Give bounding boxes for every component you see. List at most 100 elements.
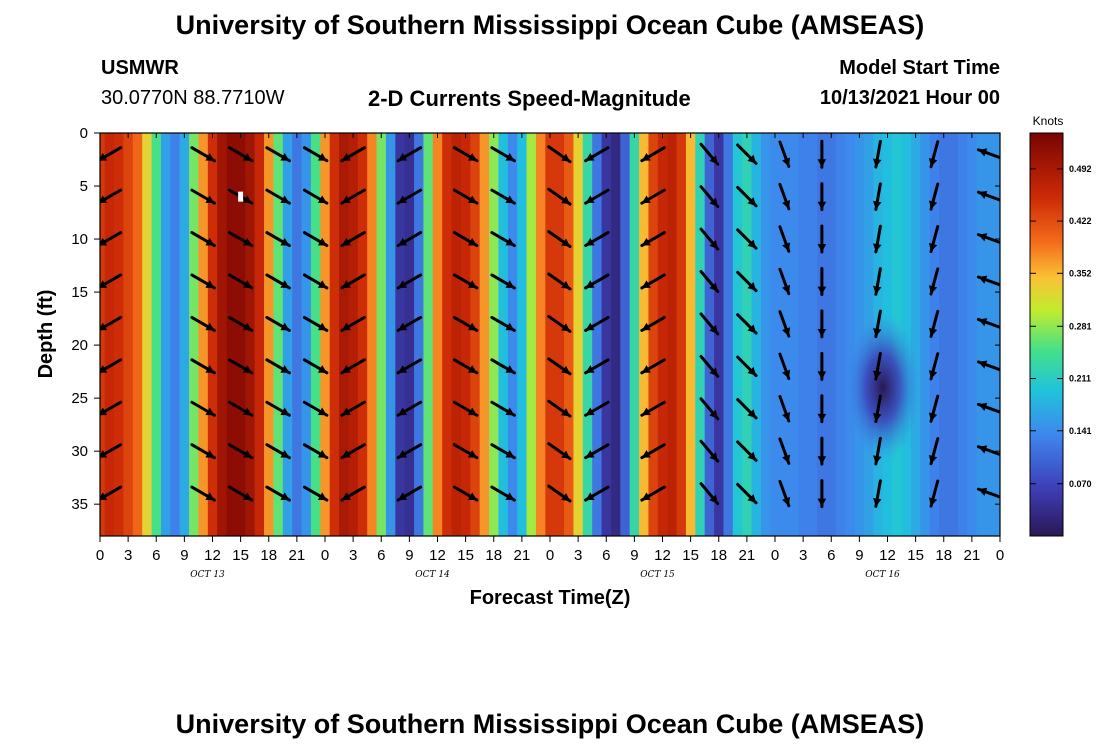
current-vector <box>928 224 940 254</box>
heat-column <box>245 133 256 536</box>
current-vector <box>640 443 666 460</box>
current-vector <box>302 231 329 248</box>
colorbar-tick-label: 0.211 <box>1069 374 1091 384</box>
heat-column <box>798 133 809 536</box>
x-tick-label: 6 <box>602 547 610 564</box>
current-vector <box>547 314 572 333</box>
heat-column <box>357 133 368 536</box>
heat-column <box>629 133 640 536</box>
x-tick-label: 6 <box>377 547 385 564</box>
colorbar-units: Knots <box>1033 114 1064 128</box>
x-tick-label: 18 <box>710 547 727 564</box>
current-vector <box>227 273 254 290</box>
current-vector <box>872 352 882 381</box>
heat-column <box>339 133 350 536</box>
current-vector <box>396 358 423 375</box>
heat-column <box>310 133 321 536</box>
heat-column <box>704 133 715 536</box>
heat-column <box>742 133 753 536</box>
heat-column <box>104 133 115 536</box>
x-tick-label: 15 <box>457 547 474 564</box>
current-vector <box>976 487 1000 499</box>
x-tick-label: 15 <box>232 547 249 564</box>
current-vector <box>976 445 1000 457</box>
current-vector <box>817 436 827 466</box>
x-tick-label: 0 <box>771 547 779 564</box>
heat-column <box>254 133 265 536</box>
current-vector <box>736 143 758 165</box>
heat-column <box>451 133 462 536</box>
current-vector <box>190 485 216 502</box>
current-vector <box>340 146 366 163</box>
current-vector <box>699 185 720 209</box>
current-vector <box>100 443 123 459</box>
colorbar-tick-label: 0.141 <box>1069 426 1092 436</box>
colorbar <box>1029 132 1064 537</box>
current-vector <box>190 146 216 163</box>
heat-column <box>442 133 453 536</box>
current-vector <box>872 479 882 508</box>
current-vector <box>265 315 291 332</box>
current-vector <box>265 231 291 248</box>
current-vector <box>190 273 216 290</box>
current-vector <box>778 395 791 423</box>
y-tick-label: 25 <box>71 390 88 407</box>
current-vector <box>227 358 254 375</box>
heat-column <box>620 133 631 536</box>
heat-column <box>348 133 359 536</box>
current-vector <box>584 315 610 332</box>
model-start-label: Model Start Time <box>839 57 1000 79</box>
current-vector <box>452 315 479 332</box>
current-vector <box>736 355 758 378</box>
heat-column <box>845 133 856 536</box>
heat-column <box>226 133 237 536</box>
current-vector <box>190 315 216 332</box>
x-tick-label: 9 <box>405 547 413 564</box>
current-vector <box>396 400 423 417</box>
heat-column <box>582 133 593 536</box>
heat-column <box>376 133 387 536</box>
heat-column <box>592 133 603 536</box>
current-vector <box>396 188 423 205</box>
current-vector <box>584 400 610 417</box>
heat-column <box>676 133 687 536</box>
current-vector <box>736 185 758 208</box>
heat-column <box>573 133 584 536</box>
date-label: OCT 15 <box>640 570 675 580</box>
current-vector <box>190 443 216 460</box>
heat-column <box>179 133 190 536</box>
current-vector <box>490 188 516 205</box>
current-vector <box>584 443 610 460</box>
current-vector <box>928 352 940 381</box>
x-tick-label: 21 <box>964 547 981 564</box>
x-tick-label: 6 <box>152 547 160 564</box>
heat-column <box>114 133 125 536</box>
date-label: OCT 16 <box>865 570 900 580</box>
date-label: OCT 14 <box>415 570 450 580</box>
current-vector <box>736 313 758 335</box>
current-vector <box>817 182 827 212</box>
heat-column <box>100 133 106 536</box>
x-tick-label: 6 <box>827 547 835 564</box>
heat-column <box>151 133 162 536</box>
current-vector <box>584 273 610 290</box>
current-vector <box>190 231 216 248</box>
current-vector <box>976 275 1000 287</box>
y-tick-label: 20 <box>71 337 88 354</box>
x-tick-label: 3 <box>349 547 357 564</box>
colorbar-tick-label: 0.422 <box>1069 216 1092 226</box>
current-vector <box>778 479 791 508</box>
x-axis-label: Forecast Time(Z) <box>470 587 631 609</box>
current-vector <box>340 273 366 290</box>
heat-column <box>760 133 771 536</box>
heat-column <box>685 133 696 536</box>
current-vector <box>265 146 291 163</box>
heat-column <box>498 133 509 536</box>
current-vector <box>396 146 423 163</box>
current-vector <box>778 182 791 211</box>
current-vector <box>817 479 827 509</box>
x-tick-label: 3 <box>574 547 582 564</box>
plot-title: 2-D Currents Speed-Magnitude <box>368 86 691 111</box>
current-vector <box>699 397 720 421</box>
